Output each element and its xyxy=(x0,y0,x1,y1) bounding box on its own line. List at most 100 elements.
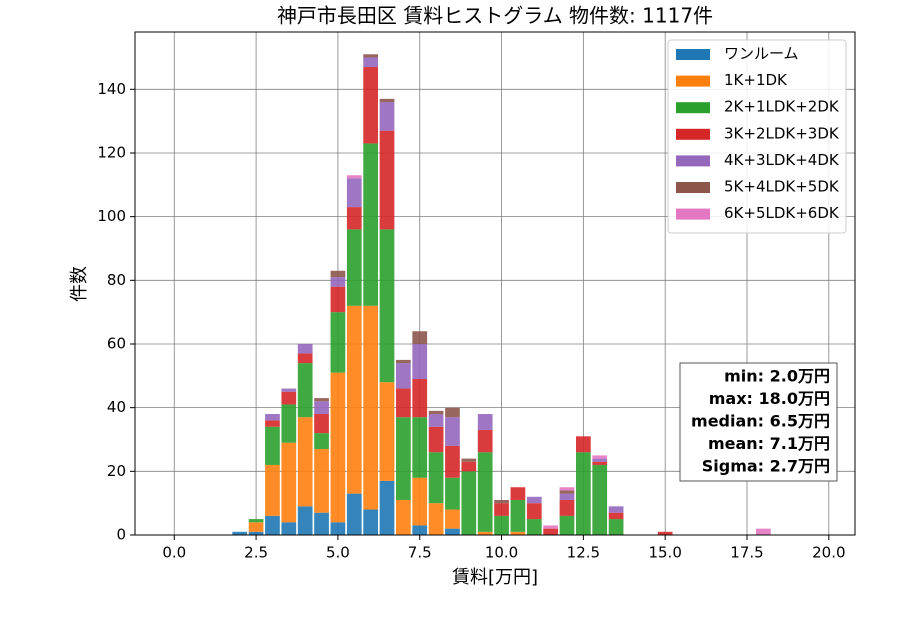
bar-segment xyxy=(477,414,493,430)
legend-swatch xyxy=(676,208,710,220)
bar-segment xyxy=(592,458,608,462)
legend-swatch xyxy=(676,49,710,60)
bar-segment xyxy=(265,414,280,421)
bar-segment xyxy=(297,353,313,364)
bar-segment xyxy=(379,382,395,481)
bar-segment xyxy=(363,67,378,144)
bar-segment xyxy=(297,506,313,535)
y-tick-label: 100 xyxy=(97,207,126,225)
bar-segment xyxy=(559,493,575,500)
y-axis-label: 件数 xyxy=(69,266,90,302)
bar-segment xyxy=(412,379,428,418)
bar-segment xyxy=(330,372,346,523)
bar-segment xyxy=(265,515,280,535)
bar-segment xyxy=(461,471,477,535)
bar-segment xyxy=(592,461,608,465)
bar-segment xyxy=(330,522,346,535)
bar-segment xyxy=(477,531,493,535)
bar-segment xyxy=(608,512,624,520)
bar-segment xyxy=(248,522,264,532)
bar-segment xyxy=(396,363,411,389)
bar-segment xyxy=(526,519,542,535)
x-tick-label: 7.5 xyxy=(408,544,432,562)
bar-segment xyxy=(461,461,477,472)
stats-box: min: 2.0万円 max: 18.0万円 median: 6.5万円 mean: … xyxy=(679,362,838,482)
bar-segment xyxy=(330,277,346,287)
bar-segment xyxy=(248,519,264,523)
bar-segment xyxy=(657,531,673,535)
bar-segment xyxy=(379,480,395,535)
bar-segment xyxy=(559,487,575,491)
legend-label: ワンルーム xyxy=(724,45,799,63)
bar-segment xyxy=(363,305,378,510)
bar-segment xyxy=(314,433,329,450)
bar-segment xyxy=(494,515,509,535)
bar-segment xyxy=(510,487,526,500)
legend-label: 6K+5LDK+6DK xyxy=(724,204,840,222)
bar-segment xyxy=(428,426,444,453)
legend-swatch xyxy=(676,182,710,193)
bar-segment xyxy=(608,506,624,513)
bar-segment xyxy=(510,499,526,532)
bar-segment xyxy=(445,417,460,446)
bar-segment xyxy=(477,452,493,532)
bar-segment xyxy=(297,363,313,418)
y-tick-label: 0 xyxy=(116,526,126,544)
bar-segment xyxy=(412,331,428,344)
legend: ワンルーム 1K+1DK 2K+1LDK+2DK 3K+2LDK+3DK 4K+3LDK… xyxy=(667,39,847,234)
bar-segment xyxy=(363,143,378,306)
bar-segment xyxy=(412,417,428,478)
y-tick-label: 20 xyxy=(107,462,126,480)
bar-segment xyxy=(232,531,248,535)
bar-segment xyxy=(412,477,428,526)
bar-segment xyxy=(461,458,477,462)
bar-segment xyxy=(363,509,378,535)
x-tick-label: 17.5 xyxy=(730,544,763,562)
bar-segment xyxy=(494,499,509,504)
bar-segment xyxy=(559,515,575,535)
bar-segment xyxy=(412,343,428,380)
legend-swatch xyxy=(676,155,710,167)
legend-label: 1K+1DK xyxy=(724,71,788,89)
bar-segment xyxy=(559,490,575,494)
bar-segment xyxy=(346,207,362,230)
bar-segment xyxy=(608,519,624,535)
bar-segment xyxy=(543,528,558,535)
y-tick-label: 120 xyxy=(97,143,126,161)
x-tick-label: 10.0 xyxy=(485,544,518,562)
bar-segment xyxy=(428,414,444,427)
legend-label: 5K+4LDK+5DK xyxy=(724,178,840,196)
legend-swatch xyxy=(676,102,710,114)
stats-text: min: 2.0万円 xyxy=(724,367,830,386)
bar-segment xyxy=(265,464,280,516)
bar-segment xyxy=(428,503,444,535)
bar-segment xyxy=(576,436,591,453)
bar-segment xyxy=(445,528,460,535)
bar-segment xyxy=(314,398,329,402)
bar-segment xyxy=(281,391,297,405)
bar-segment xyxy=(576,452,591,535)
bar-segment xyxy=(346,229,362,306)
x-tick-label: 20.0 xyxy=(812,544,845,562)
bar-segment xyxy=(314,414,329,434)
bar-segment xyxy=(396,388,411,418)
stats-text: Sigma: 2.7万円 xyxy=(702,457,830,476)
bar-segment xyxy=(592,464,608,535)
bar-segment xyxy=(346,175,362,179)
bar-segment xyxy=(265,420,280,427)
bar-segment xyxy=(330,286,346,313)
bar-segment xyxy=(330,312,346,373)
legend-label: 2K+1LDK+2DK xyxy=(724,98,840,116)
x-tick-label: 2.5 xyxy=(244,544,268,562)
bar-segment xyxy=(346,305,362,494)
bar-segment xyxy=(510,531,526,535)
bar-segment xyxy=(281,404,297,443)
bar-segment xyxy=(314,512,329,535)
bar-segment xyxy=(428,410,444,415)
bar-segment xyxy=(379,102,395,131)
bar-segment xyxy=(526,496,542,504)
bar-segment xyxy=(412,525,428,535)
bar-segment xyxy=(396,359,411,364)
bar-segment xyxy=(592,455,608,459)
